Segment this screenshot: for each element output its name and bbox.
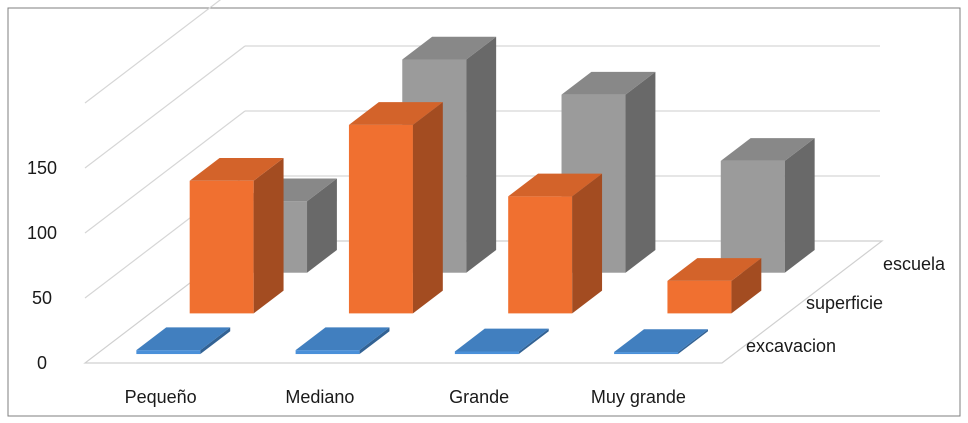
x-tick-label: Mediano bbox=[285, 387, 354, 407]
bar-top bbox=[189, 158, 284, 181]
bar-escuela-3 bbox=[720, 138, 815, 273]
bar-front bbox=[136, 350, 201, 355]
bar-front bbox=[667, 280, 732, 314]
bar-front bbox=[348, 124, 413, 314]
bar-top bbox=[136, 327, 231, 351]
bar-front bbox=[720, 160, 785, 273]
bar-side bbox=[466, 36, 497, 273]
bar-superficie-1 bbox=[348, 102, 443, 314]
gridline-side bbox=[84, 45, 246, 169]
x-tick-label: Muy grande bbox=[591, 387, 686, 407]
gridline-side bbox=[84, 0, 222, 104]
bar-side bbox=[307, 178, 337, 273]
bar-superficie-3 bbox=[667, 258, 762, 314]
bar-top bbox=[508, 173, 603, 197]
bar-top bbox=[454, 328, 549, 352]
bar-side bbox=[731, 258, 762, 314]
y-tick-label: 150 bbox=[27, 158, 57, 178]
bar-top bbox=[295, 327, 390, 351]
gridline-side bbox=[84, 110, 246, 234]
bar-superficie-0 bbox=[189, 158, 284, 314]
bar-top bbox=[402, 36, 497, 60]
bar-front bbox=[508, 196, 573, 314]
bar-excavacion-3 bbox=[614, 329, 708, 355]
bar-side bbox=[518, 328, 549, 355]
bar-excavacion-0 bbox=[136, 327, 231, 355]
bar-side bbox=[572, 173, 603, 314]
bar-top bbox=[720, 138, 815, 161]
bar-front bbox=[295, 350, 360, 355]
bar-excavacion-1 bbox=[295, 327, 390, 355]
bar-side bbox=[678, 329, 708, 355]
bar-side bbox=[359, 327, 390, 355]
y-tick-label: 0 bbox=[37, 353, 47, 373]
series-label: excavacion bbox=[746, 336, 836, 356]
bar-top bbox=[348, 102, 443, 125]
bar-front bbox=[189, 180, 254, 314]
bar-side bbox=[784, 138, 815, 273]
x-tick-label: Grande bbox=[449, 387, 509, 407]
y-tick-label: 50 bbox=[32, 288, 52, 308]
y-tick-label: 100 bbox=[27, 223, 57, 243]
bar-front bbox=[614, 352, 679, 355]
bar-side bbox=[200, 327, 231, 355]
bar-side bbox=[253, 158, 284, 314]
bar-side bbox=[412, 102, 443, 314]
bar-top bbox=[667, 258, 762, 281]
chart-frame bbox=[7, 7, 961, 417]
bar-side bbox=[625, 71, 656, 273]
bar-superficie-2 bbox=[508, 173, 603, 314]
bar-excavacion-2 bbox=[454, 328, 549, 355]
x-tick-label: Pequeño bbox=[125, 387, 197, 407]
series-label: superficie bbox=[806, 293, 883, 313]
bar-top bbox=[614, 329, 708, 353]
bar-front bbox=[454, 351, 519, 355]
bar-top bbox=[561, 71, 656, 95]
series-label: escuela bbox=[883, 254, 946, 274]
